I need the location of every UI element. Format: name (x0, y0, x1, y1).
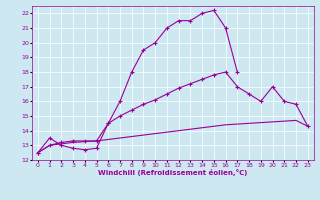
X-axis label: Windchill (Refroidissement éolien,°C): Windchill (Refroidissement éolien,°C) (98, 169, 247, 176)
